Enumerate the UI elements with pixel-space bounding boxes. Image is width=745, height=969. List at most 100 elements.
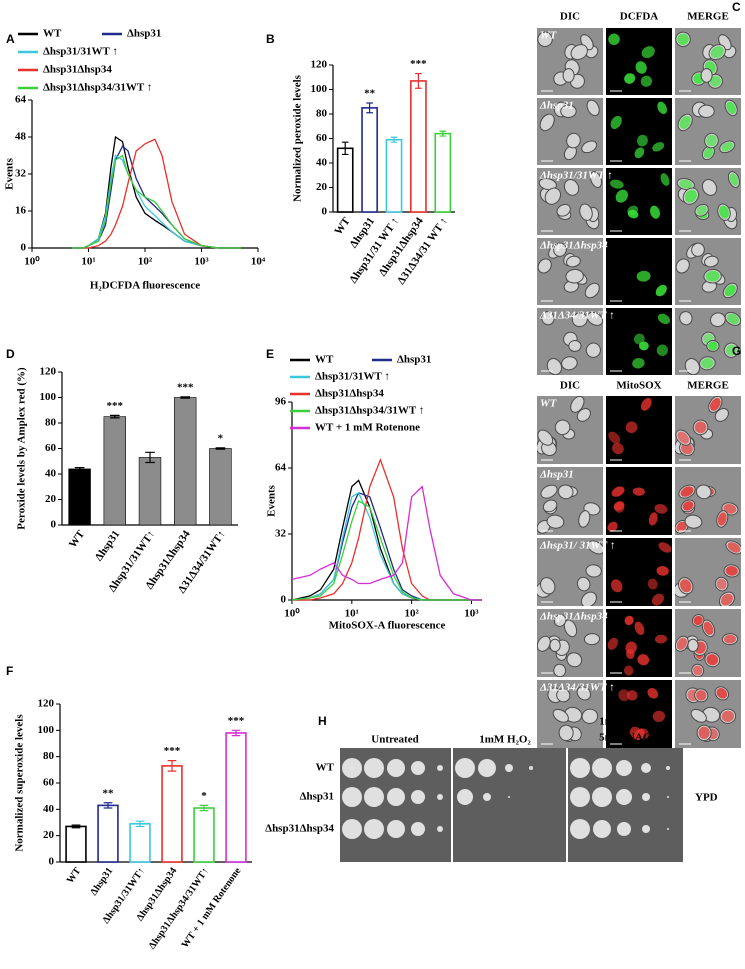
- cell-signal: [679, 579, 692, 593]
- cell-signal: [676, 521, 687, 532]
- column-header: MERGE: [687, 11, 729, 23]
- micrograph: [675, 98, 741, 165]
- cell: [566, 255, 581, 268]
- cell-signal: [639, 341, 649, 351]
- bar: [129, 823, 151, 863]
- colony-spot: [667, 796, 669, 798]
- colony-spot: [364, 758, 384, 778]
- colony-spot: [617, 822, 631, 836]
- panel-letter: F: [6, 664, 13, 678]
- legend-label: WT: [315, 354, 334, 366]
- x-tick-label: WT + 1 mM Rotenone: [180, 865, 244, 950]
- cell-signal: [657, 313, 671, 325]
- cell: [556, 688, 571, 703]
- row-label: Δhsp31/ 31WT ↑: [539, 540, 615, 552]
- panel-letter: C: [732, 0, 741, 14]
- cell: [554, 419, 571, 436]
- error-bar: [199, 804, 209, 812]
- row-label: Δhsp31Δhsp34: [265, 823, 334, 835]
- micrograph: [675, 396, 741, 464]
- cell: [576, 686, 592, 701]
- cell-signal: [719, 205, 729, 219]
- medium-label: YPD: [695, 792, 718, 804]
- cell: [544, 187, 562, 205]
- series-line: [71, 135, 241, 249]
- column-header: 1mM H₂O₂: [479, 734, 531, 746]
- cell-signal: [608, 431, 621, 444]
- x-tick-label: 10³: [464, 608, 479, 620]
- y-tick-label: 80: [45, 417, 57, 429]
- cell: [563, 619, 578, 638]
- cell: [570, 44, 588, 61]
- column-header: MERGE: [687, 380, 729, 392]
- micrograph: [537, 609, 603, 677]
- colony-spot: [411, 822, 425, 836]
- cell-signal: [705, 270, 720, 282]
- bar: [336, 147, 354, 213]
- cell-signal: [708, 341, 718, 351]
- cell-signal: [637, 654, 650, 666]
- cell-signal: [654, 503, 668, 514]
- cell-signal: [677, 33, 689, 46]
- cell: [579, 203, 593, 221]
- cell-signal: [716, 688, 728, 699]
- row-label: WT: [540, 398, 558, 410]
- cell: [675, 258, 690, 274]
- y-tick-label: 48: [15, 131, 27, 143]
- error-bar: [103, 802, 113, 809]
- cell-signal: [724, 284, 736, 297]
- cell-signal: [721, 710, 735, 723]
- micrograph: [606, 238, 672, 305]
- series-line: [291, 479, 482, 601]
- legend-label: Δhsp31Δhsp34/31WT ↑: [43, 82, 152, 94]
- micrograph: [537, 168, 603, 235]
- panel-letter: G: [732, 344, 741, 358]
- cell: [704, 255, 719, 268]
- bar: [97, 804, 119, 863]
- colony-spot: [387, 759, 405, 777]
- y-axis-label: Peroxide levels by Amplex red (%): [16, 367, 28, 530]
- cell: [684, 514, 703, 529]
- cell-signal: [710, 46, 724, 59]
- cell-signal: [625, 641, 637, 654]
- cell: [586, 99, 600, 117]
- y-axis-label: Events: [266, 484, 278, 517]
- significance: ***: [228, 715, 245, 727]
- colony-spot: [642, 793, 650, 801]
- cell-signal: [650, 205, 660, 219]
- cell-signal: [706, 654, 719, 666]
- column-header: 1mM H₂O₂: [599, 716, 651, 728]
- cell-signal: [607, 521, 618, 532]
- cell-signal: [629, 726, 641, 740]
- error-bar: [341, 141, 349, 156]
- cell-signal: [634, 147, 645, 159]
- panel-letter: H: [318, 714, 327, 728]
- cell-signal: [609, 179, 624, 189]
- y-tick-label: 120: [311, 59, 328, 71]
- cell: [690, 708, 707, 723]
- legend-label: Δhsp31/31WT ↑: [43, 46, 118, 58]
- cell: [553, 242, 567, 257]
- micrograph: [675, 168, 741, 235]
- row-label: Δhsp31: [539, 469, 574, 481]
- column-header: MitoSOX: [616, 380, 661, 392]
- cell-signal: [658, 542, 672, 553]
- micrograph: [606, 98, 672, 165]
- cell-signal: [633, 333, 645, 345]
- colony-spot: [666, 766, 670, 770]
- significance: **: [103, 787, 115, 799]
- cell-signal: [625, 421, 638, 434]
- significance: *: [218, 432, 224, 444]
- cell: [538, 177, 557, 191]
- y-tick-label: 16: [15, 205, 27, 217]
- colony-spot: [364, 819, 384, 839]
- colony-spot: [529, 766, 533, 770]
- micrograph: [675, 238, 741, 305]
- x-tick-label: 10⁴: [251, 256, 266, 268]
- column-header: Untreated: [371, 734, 418, 746]
- cell: [537, 31, 553, 47]
- colony-spot: [570, 758, 590, 778]
- cell: [562, 68, 575, 83]
- cell-signal: [696, 205, 708, 216]
